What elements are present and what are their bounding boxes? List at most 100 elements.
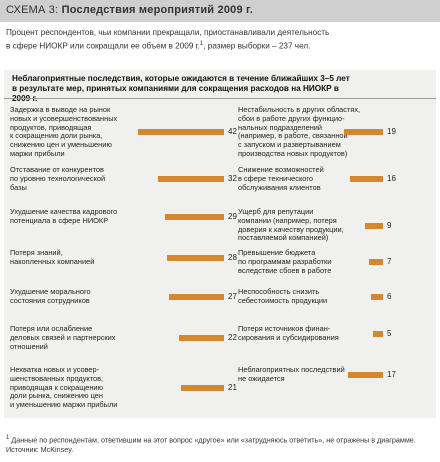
left-item-label-line: Задержка в выводе на рынок — [10, 105, 111, 114]
left-item-label: Задержка в выводе на рынок новых и усовер… — [10, 105, 118, 159]
right-item-label-line: нальных подразделений — [238, 122, 323, 132]
right-item-label: Ущерб для репутации компании (например, п… — [238, 207, 344, 243]
right-item-label-line: с запуском и развертыванием — [238, 140, 341, 150]
right-bar-value: 7 — [387, 257, 392, 266]
right-item-label-line: Неспособность снизить — [238, 287, 320, 296]
right-item-label: Нестабильность в других областях, сбои в … — [238, 105, 361, 159]
right-item-label-line: доверия к качеству продукции, — [238, 224, 344, 234]
left-bar — [165, 214, 224, 220]
left-item-label-line: потенциала в сфере НИОКР — [10, 215, 109, 225]
left-bar-value: 28 — [228, 253, 237, 262]
left-item-label-line: приводящая к сокращению — [10, 382, 104, 392]
right-item-label-line: в сфере технического — [238, 173, 314, 183]
left-item-label-line: Потеря или ослабление — [10, 324, 93, 333]
footnote-text: 1 Данные по респондентам, ответившим на … — [6, 433, 426, 445]
left-item-label-line: Нехватка новых и усовер- — [10, 365, 100, 374]
left-bar-value: 42 — [228, 127, 237, 136]
left-item-label-line: Ухудшение морального — [10, 287, 91, 296]
left-bar — [179, 335, 224, 341]
left-item-label: Ухудшение морального состояния сотруднико… — [10, 287, 91, 306]
right-item-label-line: себестоимость продукции — [238, 295, 328, 305]
footnote-source: Источник: McKinsey. — [6, 445, 74, 455]
right-item-label-line: по программам разработки — [238, 256, 332, 266]
right-item-label-line: сбои в работе других функцио- — [238, 113, 345, 123]
left-item-label-line: деловых связей и партнерских — [10, 332, 116, 342]
subtitle-line-2-end: , размер выборки – 237 чел. — [203, 41, 311, 51]
left-item-label-line: Ухудшение качества кадрового — [10, 207, 118, 216]
chart-title: СХЕМА 3: Последствия мероприятий 2009 г. — [6, 4, 253, 16]
left-bar — [169, 294, 224, 300]
left-item-label: Ухудшение качества кадрового потенциала в… — [10, 207, 118, 226]
left-item-label: Отставание от конкурентов по уровню техно… — [10, 165, 106, 192]
left-item-label: Потеря знаний, накопленных компанией — [10, 248, 95, 267]
right-item-label-line: Потеря источников финан- — [238, 324, 331, 333]
right-bar-value: 16 — [387, 174, 396, 183]
left-item-label-line: Отставание от конкурентов — [10, 165, 104, 174]
left-bar-value: 32 — [228, 174, 237, 183]
panel-header: Неблагоприятные последствия, которые ожи… — [4, 70, 436, 103]
left-bar-value: 21 — [228, 383, 237, 392]
right-bar — [373, 331, 383, 337]
right-item-label-line: сирования и субсидирования — [238, 332, 339, 342]
left-item-label: Нехватка новых и усовер-шенствованных пр… — [10, 365, 118, 410]
left-item-label-line: Потеря знаний, — [10, 248, 63, 257]
right-item-label-line: производства новых продуктов) — [238, 148, 348, 158]
right-item-label-line: (например, в работе, связанной — [238, 131, 348, 141]
right-item-label-line: Неблагоприятных последствий — [238, 365, 345, 374]
right-bar — [371, 294, 383, 300]
right-item-label-line: обслуживания клиентов — [238, 182, 321, 192]
left-item-label: Потеря или ослабление деловых связей и па… — [10, 324, 116, 351]
subtitle-line-2: в сфере НИОКР или сокращали ее объем в 2… — [6, 39, 426, 52]
right-bar-value: 9 — [387, 221, 392, 230]
right-item-label-line: не ожидается — [238, 373, 285, 383]
left-item-label-line: отношений — [10, 341, 48, 351]
left-bar — [167, 255, 224, 261]
left-item-label-line: маржи прибыли — [10, 148, 65, 158]
right-item-label: Превышение бюджета по программам разработ… — [238, 248, 332, 275]
chart-number: СХЕМА 3: — [6, 4, 59, 16]
footnote: 1 Данные по респондентам, ответившим на … — [6, 433, 426, 455]
footnote-body: Данные по респондентам, ответившим на эт… — [9, 435, 416, 445]
left-bar — [181, 385, 224, 391]
right-bar — [369, 259, 383, 265]
right-item-label: Снижение возможностей в сфере техническог… — [238, 165, 324, 192]
left-item-label-line: снижению цен и уменьшению — [10, 140, 112, 150]
right-bar — [365, 223, 383, 229]
right-item-label-line: поставляемой компанией) — [238, 233, 329, 243]
left-bar-value: 22 — [228, 333, 237, 342]
left-item-label-line: по уровню технологической — [10, 173, 106, 183]
left-item-label-line: шенствованных продуктов, — [10, 373, 104, 383]
right-bar-value: 19 — [387, 127, 396, 136]
panel-title-line-1: Неблагоприятные последствия, которые ожи… — [12, 74, 350, 83]
right-item-label-line: Нестабильность в других областях, — [238, 105, 361, 114]
chart-subtitle: Процент респондентов, чьи компании прекр… — [6, 28, 426, 52]
right-item-label: Неспособность снизить себестоимость проду… — [238, 287, 328, 306]
chart-title-text: Последствия мероприятий 2009 г. — [61, 4, 253, 16]
chart-header: СХЕМА 3: Последствия мероприятий 2009 г. — [0, 0, 440, 22]
right-bar — [348, 372, 383, 378]
left-bar — [138, 129, 224, 135]
left-item-label-line: доли рынка, снижению цен — [10, 391, 103, 401]
right-item-label-line: вследствие сбоев в работе — [238, 265, 332, 275]
right-item-label-line: компании (например, потеря — [238, 215, 337, 225]
subtitle-line-1: Процент респондентов, чьи компании прекр… — [6, 28, 330, 37]
right-bar-value: 17 — [387, 370, 396, 379]
panel-divider — [4, 98, 436, 99]
left-bar-value: 27 — [228, 292, 237, 301]
left-item-label-line: базы — [10, 182, 27, 192]
right-bar — [350, 176, 383, 182]
left-bar — [158, 176, 224, 182]
subtitle-line-2-text: в сфере НИОКР или сокращали ее объем в 2… — [6, 41, 200, 51]
right-item-label-line: Снижение возможностей — [238, 165, 324, 174]
left-item-label-line: состояния сотрудников — [10, 295, 90, 305]
right-item-label: Потеря источников финан-сирования и субс… — [238, 324, 339, 343]
left-item-label-line: и уменьшению маржи прибыли — [10, 400, 118, 410]
right-bar — [344, 129, 383, 135]
left-bar-value: 29 — [228, 212, 237, 221]
left-item-label-line: накопленных компанией — [10, 256, 95, 266]
footnote-mark: 1 — [6, 435, 10, 441]
right-item-label-line: Превышение бюджета — [238, 248, 316, 257]
left-item-label-line: к сокращению доли рынка, — [10, 131, 103, 141]
left-item-label-line: продуктов, приводящая — [10, 122, 92, 132]
left-item-label-line: новых и усовершенствованных — [10, 113, 118, 123]
